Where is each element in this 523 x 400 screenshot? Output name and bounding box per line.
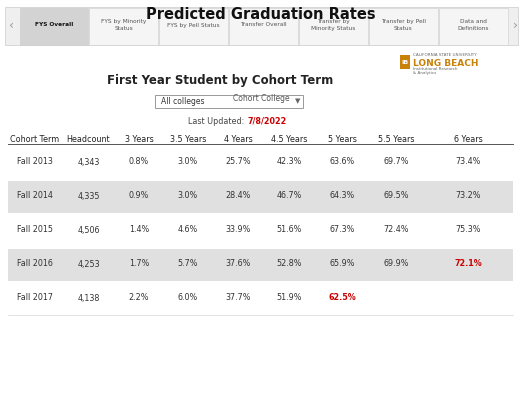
Text: FYS by Minority
Status: FYS by Minority Status xyxy=(101,19,146,31)
Text: Predicted Graduation Rates: Predicted Graduation Rates xyxy=(146,7,376,22)
Bar xyxy=(369,8,438,44)
Text: Transfer Overall: Transfer Overall xyxy=(240,22,287,28)
Text: 72.4%: 72.4% xyxy=(383,226,409,234)
Text: LONG BEACH: LONG BEACH xyxy=(413,59,479,68)
Text: 65.9%: 65.9% xyxy=(329,260,355,268)
Text: 73.4%: 73.4% xyxy=(456,158,481,166)
Text: 28.4%: 28.4% xyxy=(225,192,251,200)
Bar xyxy=(400,55,410,69)
Text: Fall 2013: Fall 2013 xyxy=(17,158,53,166)
Text: & Analytics: & Analytics xyxy=(413,71,436,75)
Text: 1.7%: 1.7% xyxy=(129,260,149,268)
Text: ‹: ‹ xyxy=(9,18,14,32)
Text: IB: IB xyxy=(401,60,408,64)
Text: 69.7%: 69.7% xyxy=(383,158,409,166)
Text: 4,253: 4,253 xyxy=(77,260,100,268)
Text: CALIFORNIA STATE UNIVERSITY: CALIFORNIA STATE UNIVERSITY xyxy=(413,53,477,57)
Text: 4,506: 4,506 xyxy=(77,226,100,234)
Text: FYS by Pell Status: FYS by Pell Status xyxy=(167,22,220,28)
Bar xyxy=(229,8,298,44)
Text: Institutional Research: Institutional Research xyxy=(413,67,458,71)
Bar xyxy=(8,215,513,247)
Text: Transfer by
Minority Status: Transfer by Minority Status xyxy=(311,19,356,31)
Text: Fall 2017: Fall 2017 xyxy=(17,294,53,302)
Text: 5.5 Years: 5.5 Years xyxy=(378,135,414,144)
Bar xyxy=(8,181,513,213)
Text: 51.9%: 51.9% xyxy=(276,294,302,302)
Text: Fall 2014: Fall 2014 xyxy=(17,192,53,200)
Text: 73.2%: 73.2% xyxy=(455,192,481,200)
Text: 4 Years: 4 Years xyxy=(224,135,253,144)
Bar xyxy=(89,8,158,44)
Text: 3.0%: 3.0% xyxy=(178,192,198,200)
Text: ▼: ▼ xyxy=(294,98,300,104)
Text: 72.1%: 72.1% xyxy=(454,260,482,268)
Bar xyxy=(159,8,228,44)
Text: Cohort Term: Cohort Term xyxy=(10,135,60,144)
Text: 4,343: 4,343 xyxy=(77,158,100,166)
Text: All colleges: All colleges xyxy=(161,97,204,106)
Text: 51.6%: 51.6% xyxy=(276,226,302,234)
Text: 3 Years: 3 Years xyxy=(124,135,153,144)
Text: FYS Overall: FYS Overall xyxy=(35,22,73,28)
Text: 5 Years: 5 Years xyxy=(327,135,357,144)
Text: 33.9%: 33.9% xyxy=(225,226,251,234)
Text: Transfer by Pell
Status: Transfer by Pell Status xyxy=(381,19,426,31)
Bar xyxy=(19,8,88,44)
Text: Cohort College: Cohort College xyxy=(233,94,289,103)
Text: 37.6%: 37.6% xyxy=(225,260,251,268)
Text: 4.5 Years: 4.5 Years xyxy=(271,135,307,144)
Text: 5.7%: 5.7% xyxy=(178,260,198,268)
Text: Headcount: Headcount xyxy=(67,135,110,144)
Text: Last Updated:: Last Updated: xyxy=(188,116,247,126)
Text: ›: › xyxy=(513,18,518,32)
Text: 1.4%: 1.4% xyxy=(129,226,149,234)
Bar xyxy=(8,147,513,179)
Text: 52.8%: 52.8% xyxy=(276,260,302,268)
Text: 4,335: 4,335 xyxy=(77,192,100,200)
Text: 75.3%: 75.3% xyxy=(455,226,481,234)
Text: 69.9%: 69.9% xyxy=(383,260,409,268)
Text: 67.3%: 67.3% xyxy=(329,226,355,234)
Bar xyxy=(8,249,513,281)
Text: 37.7%: 37.7% xyxy=(225,294,251,302)
Text: 6 Years: 6 Years xyxy=(453,135,482,144)
Text: 62.5%: 62.5% xyxy=(328,294,356,302)
Text: 4,138: 4,138 xyxy=(77,294,100,302)
Text: 6.0%: 6.0% xyxy=(178,294,198,302)
Text: 0.9%: 0.9% xyxy=(129,192,149,200)
Text: First Year Student by Cohort Term: First Year Student by Cohort Term xyxy=(107,74,333,87)
Text: 3.0%: 3.0% xyxy=(178,158,198,166)
Text: 42.3%: 42.3% xyxy=(276,158,302,166)
Text: Data and
Definitions: Data and Definitions xyxy=(457,19,489,31)
Bar xyxy=(299,8,368,44)
Text: 4.6%: 4.6% xyxy=(178,226,198,234)
Text: Fall 2015: Fall 2015 xyxy=(17,226,53,234)
Text: 46.7%: 46.7% xyxy=(276,192,302,200)
Text: 69.5%: 69.5% xyxy=(383,192,409,200)
Text: 0.8%: 0.8% xyxy=(129,158,149,166)
Bar xyxy=(155,95,303,108)
Text: 3.5 Years: 3.5 Years xyxy=(170,135,206,144)
Bar xyxy=(8,283,513,315)
Text: Fall 2016: Fall 2016 xyxy=(17,260,53,268)
Text: 63.6%: 63.6% xyxy=(329,158,355,166)
Text: 64.3%: 64.3% xyxy=(329,192,355,200)
Text: 7/8/2022: 7/8/2022 xyxy=(248,116,287,126)
Bar xyxy=(5,7,518,45)
Bar xyxy=(439,8,507,44)
Text: 25.7%: 25.7% xyxy=(225,158,251,166)
Text: 2.2%: 2.2% xyxy=(129,294,149,302)
